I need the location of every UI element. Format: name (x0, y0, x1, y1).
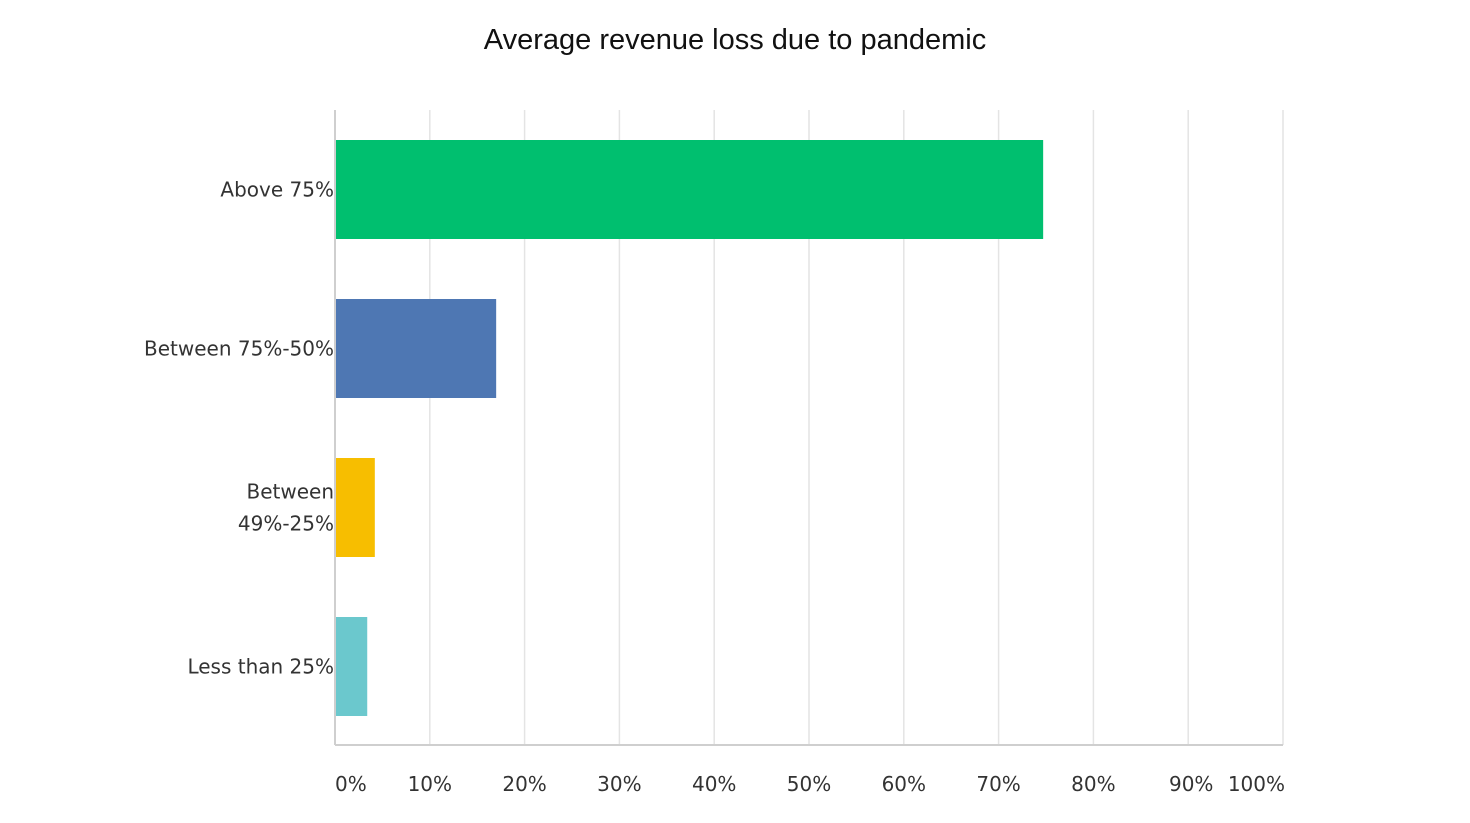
category-label: Above 75% (220, 178, 334, 202)
x-tick-label: 30% (597, 772, 641, 796)
category-label: Between 75%-50% (144, 337, 334, 361)
category-label: Less than 25% (187, 655, 334, 679)
x-tick-label: 40% (692, 772, 736, 796)
x-tick-label: 20% (502, 772, 546, 796)
x-tick-label: 50% (787, 772, 831, 796)
category-label: Between (246, 480, 334, 504)
x-tick-label: 10% (408, 772, 452, 796)
bar (335, 140, 1044, 239)
bar (335, 617, 368, 716)
x-tick-label: 0% (335, 772, 367, 796)
bar (335, 458, 375, 557)
x-tick-label: 90% (1169, 772, 1213, 796)
x-tick-label: 100% (1228, 772, 1285, 796)
bar (335, 299, 497, 398)
x-tick-label: 70% (976, 772, 1020, 796)
chart-title: Average revenue loss due to pandemic (483, 24, 987, 56)
x-tick-label: 60% (882, 772, 926, 796)
category-label: 49%-25% (238, 512, 334, 536)
x-tick-label: 80% (1071, 772, 1115, 796)
